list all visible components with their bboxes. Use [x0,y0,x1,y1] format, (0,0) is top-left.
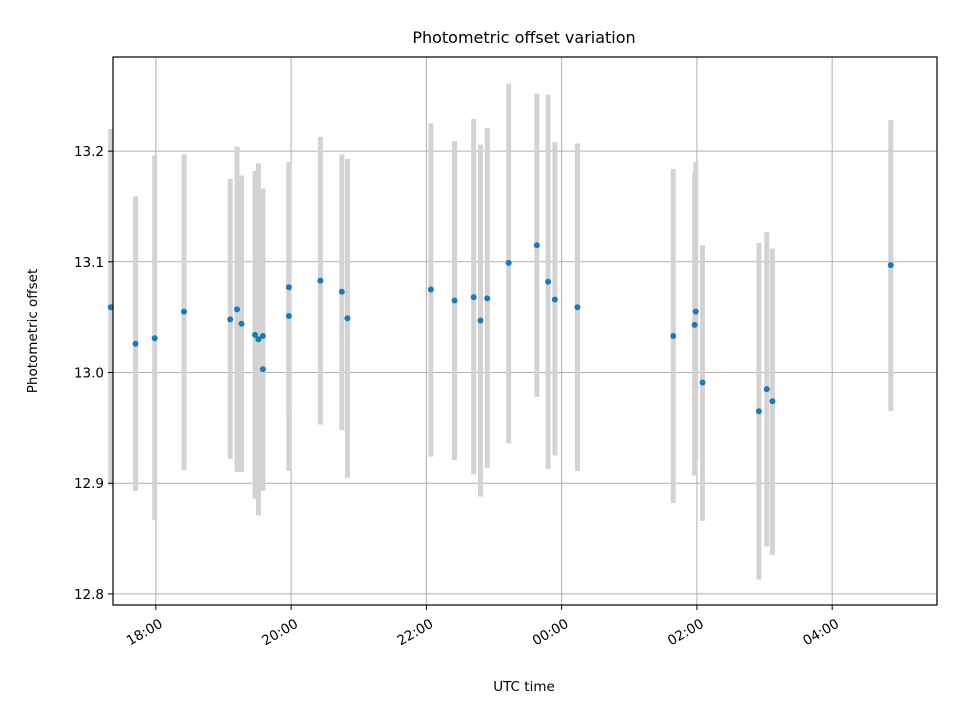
x-tick-label: 18:00 [124,616,166,649]
data-point [238,320,245,327]
data-point [285,284,292,291]
data-point [769,398,776,405]
data-point [252,331,259,338]
data-point [107,304,114,311]
x-tick-label: 02:00 [665,616,707,649]
data-point [259,332,266,339]
data-point [151,335,158,342]
error-bars [108,83,894,580]
y-tick-label: 13.2 [74,144,104,160]
data-point [285,313,292,320]
data-point [233,306,240,313]
data-point [338,288,345,295]
data-point [317,277,324,284]
data-point [699,379,706,386]
data-point [227,316,234,323]
data-point [763,386,770,393]
data-point [670,332,677,339]
y-tick-label: 12.9 [74,476,104,492]
data-points [107,242,894,415]
data-point [545,278,552,285]
data-point [181,308,188,315]
chart-title: Photometric offset variation [412,28,635,47]
x-tick-label: 22:00 [394,616,436,649]
data-point [551,296,558,303]
data-point [344,315,351,322]
x-tick-label: 00:00 [530,616,572,649]
data-point [255,336,262,343]
data-point [484,295,491,302]
data-point [692,308,699,315]
plot-frame [112,56,938,606]
data-point [470,294,477,301]
data-point [505,259,512,266]
data-point [427,286,434,293]
data-point [259,366,266,373]
y-axis-label: Photometric offset [25,269,41,393]
data-point [887,262,894,269]
x-axis-label: UTC time [493,679,555,695]
data-point [477,317,484,324]
axis-ticks: 18:00 20:00 22:00 00:00 02:00 04:00 12.8 12.9 13… [74,144,842,649]
y-tick-label: 13.0 [74,366,104,382]
data-point [691,321,698,328]
data-point [451,297,458,304]
data-point [533,242,540,249]
x-tick-label: 04:00 [800,616,842,649]
y-tick-label: 13.1 [74,255,104,271]
data-point [755,408,762,415]
y-tick-label: 12.8 [74,587,104,603]
data-point [132,340,139,347]
data-point [574,304,581,311]
x-tick-label: 20:00 [259,616,301,649]
